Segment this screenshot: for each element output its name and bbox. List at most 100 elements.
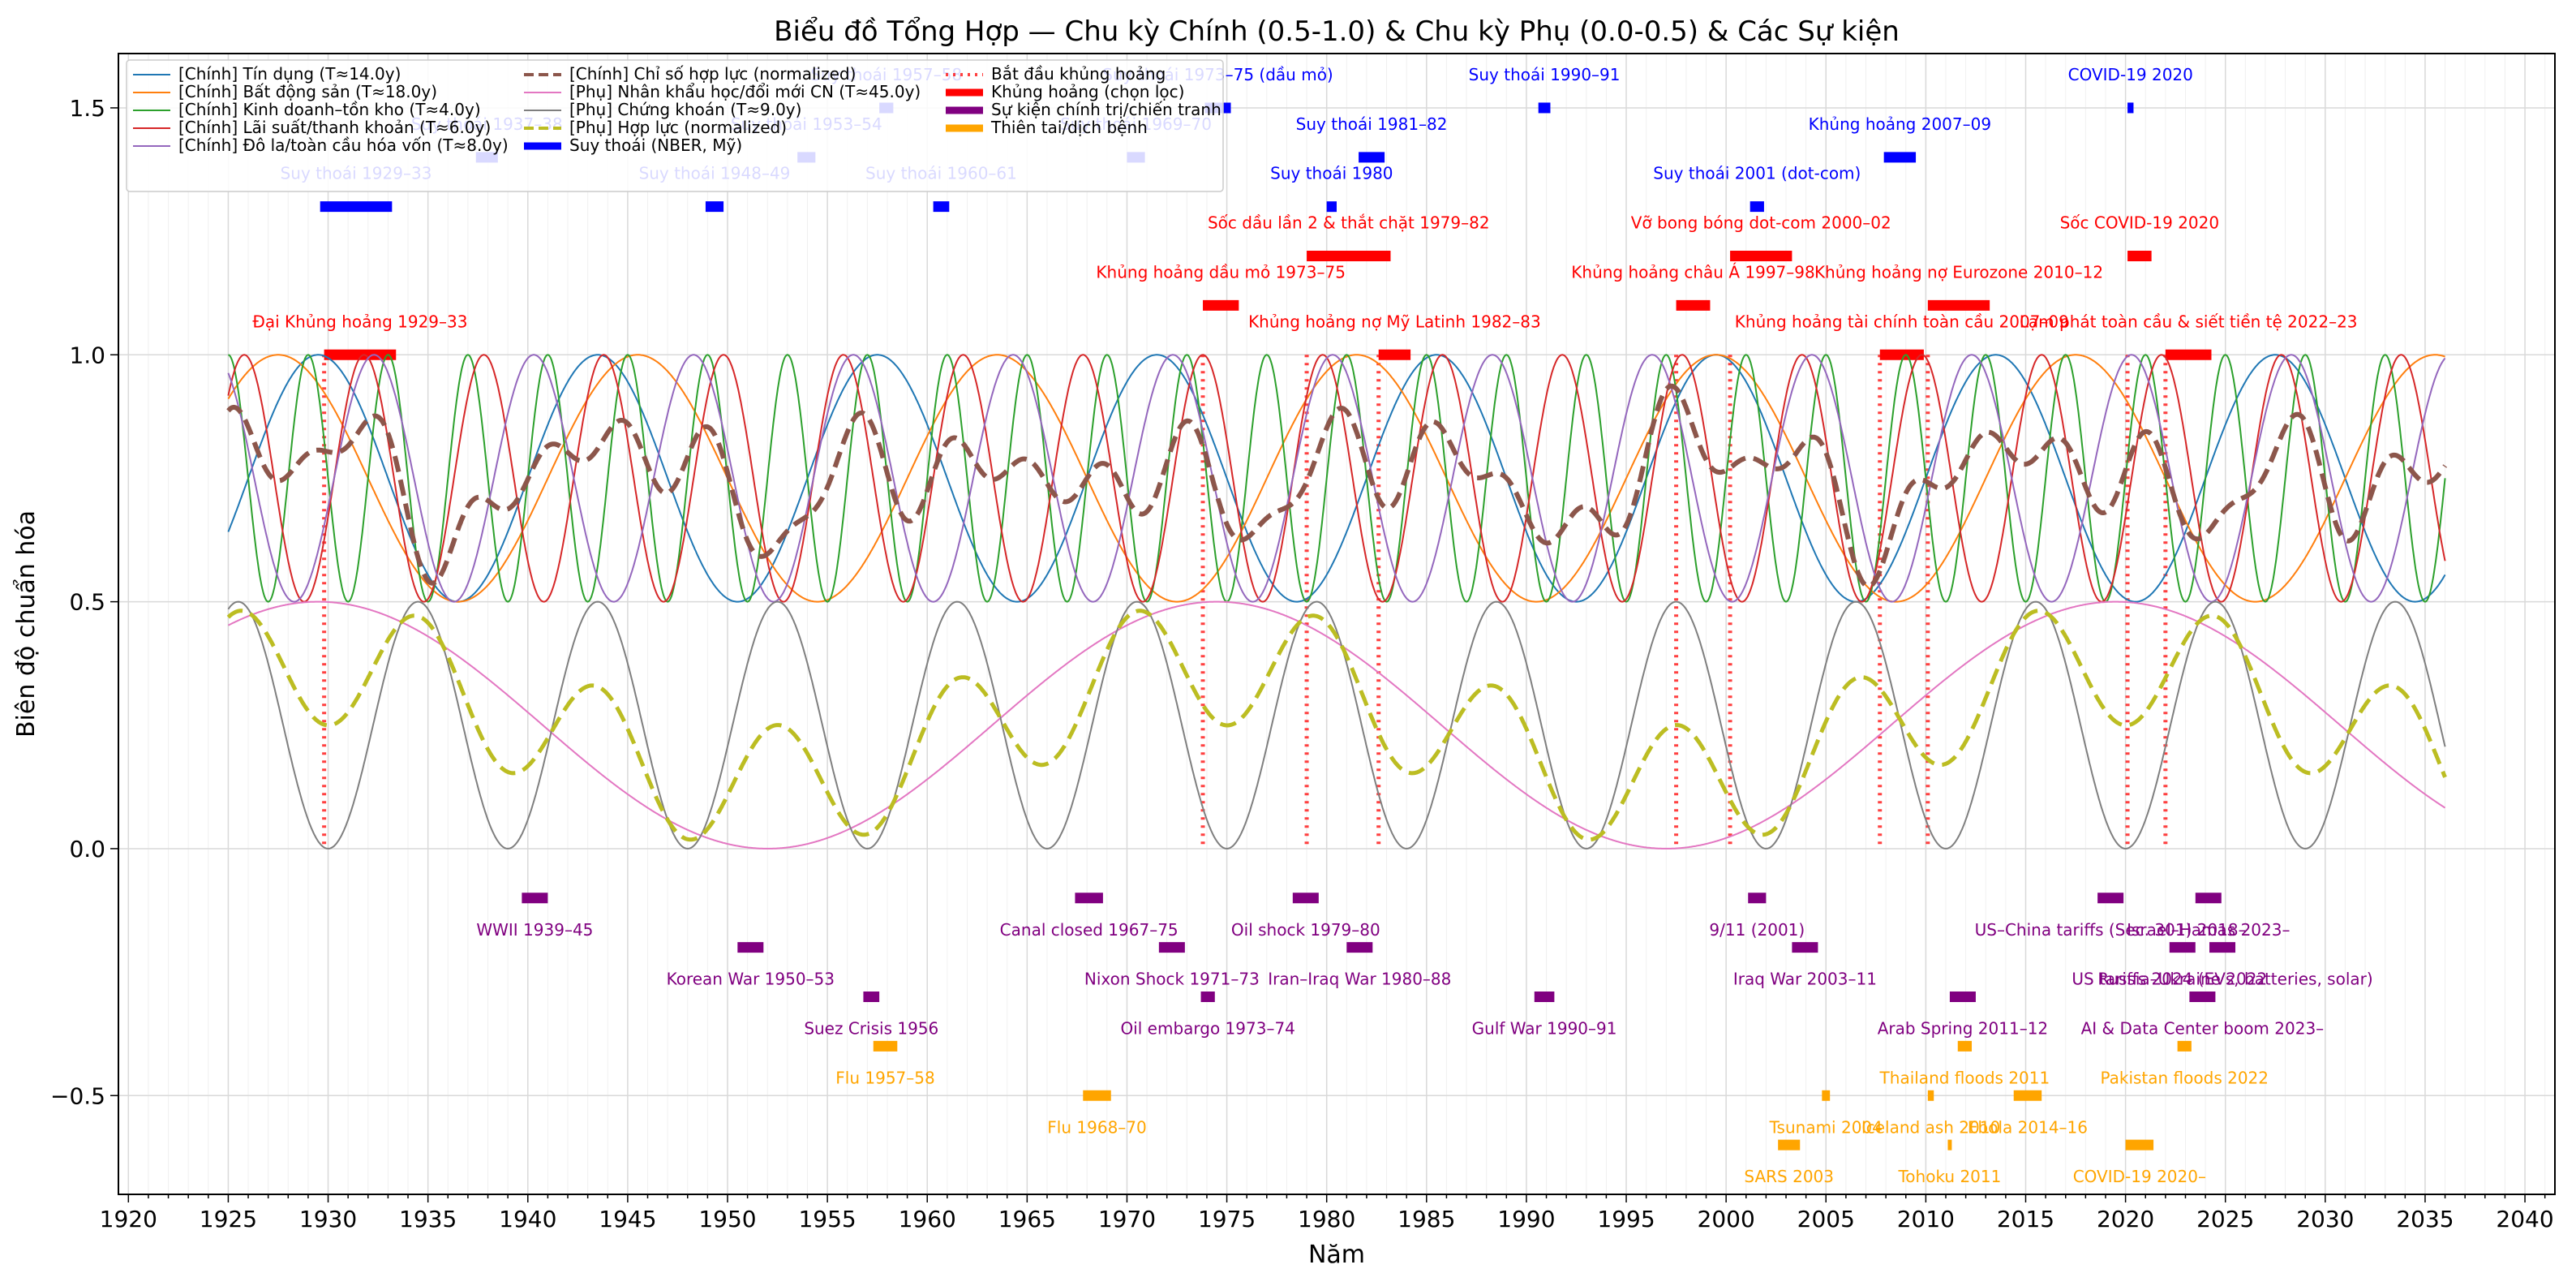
crisis-label-v-bong-b-ng-dot-com-2000-02: Vỡ bong bóng dot-com 2000–02 [1631, 213, 1891, 233]
disaster-label-flu-1957-58: Flu 1957–58 [835, 1068, 934, 1087]
political-label-9-11-2001: 9/11 (2001) [1709, 920, 1805, 940]
series-line-ch-nh-l-i-su-t-thanh-kho-n-t-6-0y [227, 354, 2446, 603]
political-label-korean-war-1950-53: Korean War 1950–53 [667, 970, 835, 989]
political-label-oil-shock-1979-80: Oil shock 1979–80 [1231, 920, 1380, 940]
y-tick-label: 0.0 [69, 836, 105, 862]
x-tick-label: 1940 [499, 1206, 556, 1232]
disaster-label-tohoku-2011: Tohoku 2011 [1897, 1167, 2001, 1186]
political-label-oil-embargo-1973-74: Oil embargo 1973–74 [1120, 1019, 1294, 1039]
crisis-label-kh-ng-ho-ng-t-i-ch-nh-to-n-c-u-2007-09: Khủng hoảng tài chính toàn cầu 2007–09 [1735, 312, 2069, 331]
x-tick-label: 1990 [1497, 1206, 1555, 1232]
y-tick-label: 0.5 [69, 589, 105, 616]
legend-label-b-t-u-kh-ng-ho-ng: Bắt đầu khủng hoảng [991, 64, 1166, 84]
x-tick-label: 2025 [2196, 1206, 2254, 1232]
x-tick-label: 2030 [2296, 1206, 2354, 1232]
legend-label-thi-n-tai-d-ch-b-nh: Thiên tai/dịch bệnh [990, 118, 1148, 137]
disaster-label-iceland-ash-2010: Iceland ash 2010 [1861, 1117, 2000, 1137]
x-tick-label: 1965 [998, 1206, 1056, 1232]
political-label-arab-spring-2011-12: Arab Spring 2011–12 [1878, 1019, 2048, 1039]
plot-frame [118, 53, 2556, 1195]
crisis-label-kh-ng-ho-ng-n-eurozone-2010-12: Khủng hoảng nợ Eurozone 2010–12 [1814, 262, 2103, 282]
x-tick-label: 1945 [599, 1206, 656, 1232]
x-tick-label: 1925 [200, 1206, 257, 1232]
x-tick-label: 2035 [2396, 1206, 2454, 1232]
x-tick-label: 2000 [1698, 1206, 1755, 1232]
series-lines [226, 354, 2448, 850]
political-label-gulf-war-1990-91: Gulf War 1990–91 [1472, 1019, 1617, 1039]
political-label-russia-ukraine-2022: Russia–Ukraine 2022 [2097, 970, 2267, 989]
recession-label-suy-tho-i-1980: Suy thoái 1980 [1270, 164, 1393, 183]
political-label-canal-closed-1967-75: Canal closed 1967–75 [1000, 920, 1179, 940]
crisis-label-kh-ng-ho-ng-d-u-m-1973-75: Khủng hoảng dầu mỏ 1973–75 [1096, 262, 1346, 282]
x-tick-label: 2040 [2496, 1206, 2553, 1232]
series-line-ph-nh-n-kh-u-h-c-i-m-i-cn-t-45-0y [227, 600, 2446, 850]
axis-ticks: 1920 1925 1930 1935 1940 1945 1950 1955 1960 1965… [50, 95, 2554, 1232]
disaster-label-flu-1968-70: Flu 1968–70 [1047, 1117, 1146, 1137]
x-tick-label: 2005 [1797, 1206, 1855, 1232]
legend-label-ch-nh-b-t-ng-s-n-t-18-0y: [Chính] Bất động sản (T≈18.0y) [178, 82, 437, 101]
crisis-label-i-kh-ng-ho-ng-1929-33: Đại Khủng hoảng 1929–33 [252, 312, 467, 331]
x-tick-label: 1960 [899, 1206, 956, 1232]
legend-label-ch-nh-t-n-d-ng-t-14-0y: [Chính] Tín dụng (T≈14.0y) [178, 64, 401, 84]
recession-label-suy-tho-i-2001-dot-com: Suy thoái 2001 (dot-com) [1653, 164, 1861, 183]
recession-label-kh-ng-ho-ng-2007-09: Khủng hoảng 2007–09 [1809, 114, 1991, 134]
political-label-iran-iraq-war-1980-88: Iran–Iraq War 1980–88 [1268, 970, 1451, 989]
x-tick-label: 1985 [1397, 1206, 1455, 1232]
legend-label-ph-h-p-l-c-normalized: [Phụ] Hợp lực (normalized) [569, 118, 787, 137]
political-label-suez-crisis-1956: Suez Crisis 1956 [804, 1019, 938, 1039]
x-tick-label: 1950 [698, 1206, 756, 1232]
x-tick-label: 1975 [1198, 1206, 1256, 1232]
series-line-ch-nh-la-to-n-c-u-h-a-v-n-t-8-0y [227, 354, 2446, 603]
chart-title: Biểu đồ Tổng Hợp — Chu kỳ Chính (0.5-1.0… [774, 15, 1900, 48]
x-tick-label: 2010 [1897, 1206, 1955, 1232]
x-axis-label: Năm [1308, 1241, 1365, 1269]
legend-label-ch-nh-kinh-doanh-t-n-kho-t-4-0y: [Chính] Kinh doanh–tồn kho (T≈4.0y) [178, 100, 481, 119]
x-tick-label: 1920 [100, 1206, 157, 1232]
recession-label-suy-tho-i-1990-91: Suy thoái 1990–91 [1469, 65, 1621, 84]
political-label-us-tariffs-2024-evs-batteries-solar: US tariffs 2024 (EVs, batteries, solar) [2072, 970, 2372, 989]
legend-label-ph-nh-n-kh-u-h-c-i-m-i-cn-t-45-0y: [Phụ] Nhân khẩu học/đổi mới CN (T≈45.0y) [569, 82, 921, 101]
disaster-label-covid-19-2020: COVID-19 2020– [2073, 1167, 2206, 1186]
crisis-label-s-c-covid-19-2020: Sốc COVID-19 2020 [2060, 213, 2220, 233]
x-tick-label: 1955 [798, 1206, 856, 1232]
y-tick-label: −0.5 [50, 1082, 105, 1109]
disaster-label-ebola-2014-16: Ebola 2014–16 [1968, 1117, 2088, 1137]
legend: [Chính] Tín dụng (T≈14.0y)[Chính] Bất độ… [126, 59, 1224, 192]
disaster-label-sars-2003: SARS 2003 [1744, 1167, 1834, 1186]
y-tick-label: 1.0 [69, 342, 105, 368]
x-tick-label: 1935 [399, 1206, 457, 1232]
crisis-label-s-c-d-u-l-n-2-th-t-ch-t-1979-82: Sốc dầu lần 2 & thắt chặt 1979–82 [1208, 213, 1490, 233]
recession-label-suy-tho-i-1981-82: Suy thoái 1981–82 [1296, 114, 1448, 134]
disaster-label-thailand-floods-2011: Thailand floods 2011 [1879, 1068, 2050, 1087]
y-tick-label: 1.5 [69, 95, 105, 122]
legend-label-ch-nh-ch-s-h-p-l-c-normalized: [Chính] Chỉ số hợp lực (normalized) [569, 64, 856, 84]
legend-label-ph-ch-ng-kho-n-t-9-0y: [Phụ] Chứng khoán (T≈9.0y) [569, 100, 801, 119]
x-tick-label: 1980 [1298, 1206, 1355, 1232]
political-label-ai-data-center-boom-2023: AI & Data Center boom 2023– [2081, 1019, 2325, 1039]
legend-label-kh-ng-ho-ng-ch-n-l-c: Khủng hoảng (chọn lọc) [991, 82, 1184, 101]
political-label-iraq-war-2003-11: Iraq War 2003–11 [1733, 970, 1877, 989]
political-label-nixon-shock-1971-73: Nixon Shock 1971–73 [1084, 970, 1260, 989]
crisis-label-kh-ng-ho-ng-n-m-latinh-1982-83: Khủng hoảng nợ Mỹ Latinh 1982–83 [1248, 312, 1541, 331]
x-tick-label: 2020 [2097, 1206, 2154, 1232]
series-line-ch-nh-kinh-doanh-t-n-kho-t-4-0y [228, 354, 2446, 603]
legend-label-suy-tho-i-nber-m: Suy thoái (NBER, Mỹ) [569, 136, 742, 155]
series-line-ph-h-p-l-c-normalized [226, 609, 2447, 842]
legend-label-s-ki-n-ch-nh-tr-chi-n-tranh: Sự kiện chính trị/chiến tranh [991, 100, 1221, 119]
disaster-label-pakistan-floods-2022: Pakistan floods 2022 [2100, 1068, 2269, 1087]
series-line-ch-nh-ch-s-h-p-l-c-normalized [226, 383, 2448, 589]
x-tick-label: 1995 [1597, 1206, 1655, 1232]
disaster-label-tsunami-2004: Tsunami 2004 [1769, 1117, 1883, 1137]
series-line-ph-ch-ng-kho-n-t-9-0y [227, 600, 2446, 850]
crisis-label-kh-ng-ho-ng-ch-u-1997-98: Khủng hoảng châu Á 1997–98 [1571, 262, 1814, 282]
political-label-israel-hamas-2023: Israel–Hamas 2023– [2127, 920, 2290, 940]
x-tick-label: 1970 [1098, 1206, 1156, 1232]
legend-label-ch-nh-la-to-n-c-u-h-a-v-n-t-8-0y: [Chính] Đô la/toàn cầu hóa vốn (T≈8.0y) [178, 136, 509, 155]
x-tick-label: 2015 [1997, 1206, 2054, 1232]
recession-label-covid-19-2020: COVID-19 2020 [2068, 65, 2193, 84]
grid [118, 54, 2555, 1194]
crisis-label-l-m-ph-t-to-n-c-u-si-t-ti-n-t-2022-23: Lạm phát toàn cầu & siết tiền tệ 2022–23 [2020, 312, 2358, 331]
political-label-wwii-1939-45: WWII 1939–45 [476, 920, 593, 940]
x-tick-label: 1930 [299, 1206, 357, 1232]
